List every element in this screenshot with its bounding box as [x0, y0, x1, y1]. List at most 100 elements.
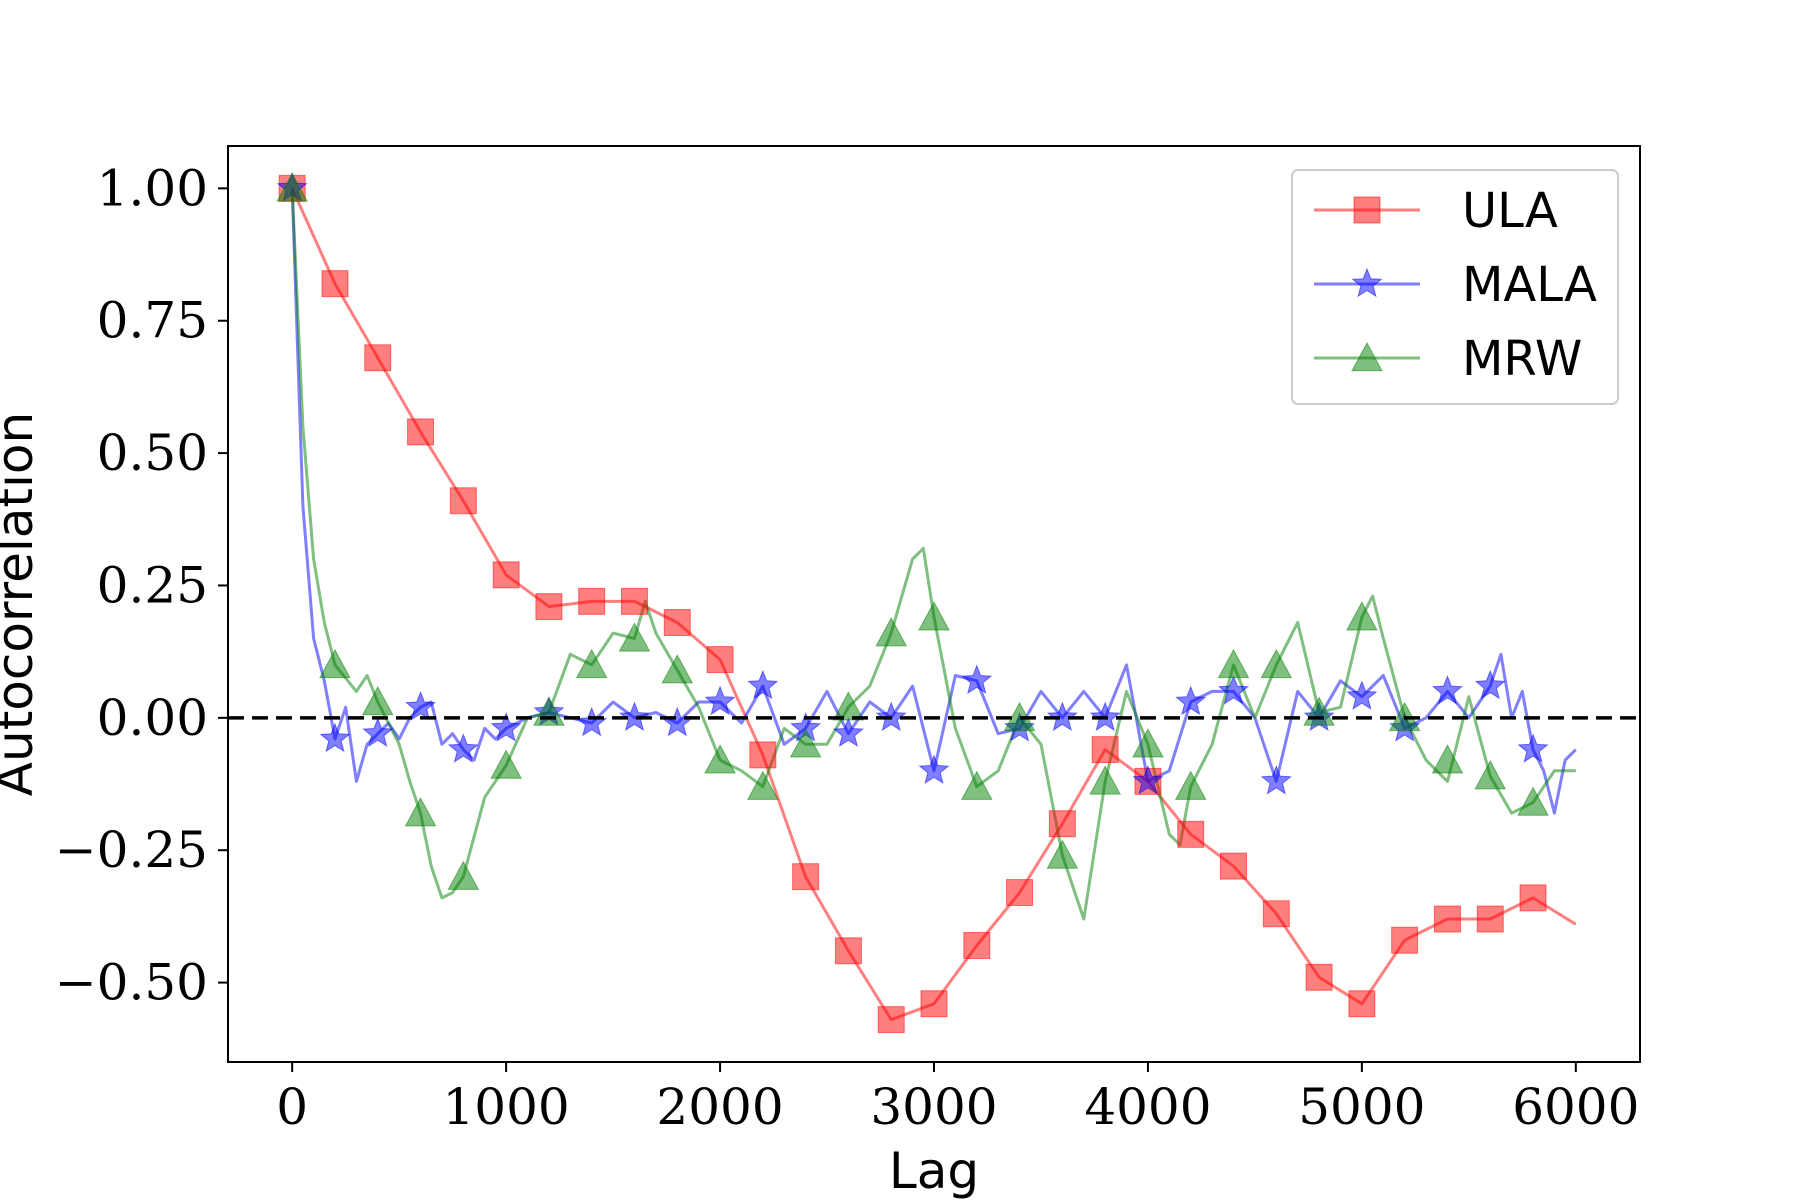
data-point-mala [1517, 733, 1549, 763]
data-point-mala [918, 754, 950, 785]
x-tick-label: 3000 [870, 1078, 997, 1136]
data-point-mala [1431, 674, 1464, 705]
data-point-mrw [1346, 601, 1378, 631]
data-point-ula [1305, 963, 1333, 991]
x-tick-label: 4000 [1084, 1078, 1211, 1136]
data-point-mala [1175, 685, 1207, 716]
data-point-mala [447, 733, 479, 763]
y-axis-title: Autocorrelation [0, 412, 44, 796]
data-point-ula [1177, 820, 1205, 848]
data-point-ula [792, 863, 820, 891]
data-point-ula [1476, 905, 1504, 933]
data-point-ula [706, 646, 734, 674]
data-point-ula [749, 741, 777, 769]
x-tick-label: 0 [276, 1078, 308, 1136]
data-point-ula [535, 593, 563, 621]
y-tick-label: 1.00 [97, 159, 208, 217]
data-point-mala [490, 712, 522, 742]
series-markers [276, 171, 1549, 1034]
data-point-mrw [575, 648, 608, 679]
data-point-mala [961, 664, 993, 695]
data-point-mala [704, 685, 736, 716]
data-point-ula [1006, 879, 1034, 907]
y-tick-label: −0.25 [55, 821, 208, 879]
data-point-ula [1391, 926, 1419, 954]
data-point-mrw [447, 860, 480, 890]
x-tick-label: 5000 [1298, 1078, 1425, 1136]
y-axis: 1.00 0.75 0.50 0.25 0.00 −0.25 −0.50 [55, 159, 228, 1012]
data-point-ula [321, 270, 349, 298]
y-tick-label: 0.50 [97, 424, 208, 482]
data-point-mala [832, 717, 864, 747]
data-point-ula [834, 937, 862, 965]
data-point-mrw [319, 648, 351, 679]
data-point-ula [963, 932, 991, 960]
y-tick-label: 0.75 [97, 292, 208, 350]
legend-label-ula: ULA [1462, 183, 1558, 239]
data-point-ula [1519, 884, 1547, 912]
data-point-mrw [276, 172, 309, 202]
data-point-mrw [789, 728, 822, 758]
data-point-mala [1346, 680, 1378, 710]
data-point-ula [620, 587, 648, 615]
data-point-mrw [832, 691, 865, 721]
data-point-ula [1048, 810, 1076, 838]
legend-label-mala: MALA [1462, 257, 1597, 313]
data-point-mala [404, 690, 437, 721]
legend-marker-mrw [1351, 341, 1383, 372]
data-point-ula [663, 609, 691, 637]
data-point-mrw [704, 744, 736, 774]
legend-marker-mala [1351, 267, 1383, 298]
data-point-mala [319, 722, 351, 753]
legend-label-mrw: MRW [1462, 331, 1582, 387]
data-point-mrw [490, 749, 522, 779]
data-point-ula [449, 487, 477, 515]
data-point-mrw [618, 622, 651, 652]
data-point-mrw [960, 770, 993, 800]
data-point-mrw [1089, 765, 1121, 795]
data-point-mala [618, 701, 651, 732]
y-tick-label: 0.00 [97, 689, 208, 747]
data-point-mrw [918, 601, 950, 631]
data-point-ula [877, 1006, 905, 1034]
data-point-ula [920, 990, 948, 1018]
data-point-mrw [1132, 728, 1164, 758]
data-point-ula [1091, 736, 1119, 764]
legend-marker-ula [1353, 196, 1381, 224]
data-point-ula [1348, 990, 1376, 1018]
data-point-mrw [1046, 839, 1079, 869]
data-point-mala [1046, 701, 1078, 732]
data-point-mrw [1474, 760, 1507, 790]
data-point-mrw [1217, 648, 1250, 679]
legend: ULA MALA MRW [1291, 169, 1619, 405]
data-point-ula [578, 587, 606, 615]
data-point-mrw [361, 685, 394, 716]
x-axis: 0 1000 2000 3000 4000 5000 6000 [276, 1062, 1639, 1136]
data-point-ula [1220, 852, 1248, 880]
data-point-mala [362, 717, 394, 747]
data-point-mala [1260, 765, 1292, 795]
x-tick-label: 6000 [1512, 1078, 1639, 1136]
x-tick-label: 1000 [442, 1078, 569, 1136]
data-point-mala [1474, 669, 1506, 700]
y-tick-label: −0.50 [55, 954, 208, 1012]
data-point-mrw [747, 770, 779, 800]
data-point-mrw [661, 654, 694, 684]
data-point-mrw [1174, 770, 1207, 800]
data-point-mala [747, 669, 779, 700]
data-point-ula [364, 344, 392, 372]
data-point-mrw [1260, 648, 1293, 679]
data-point-ula [492, 561, 520, 589]
data-point-ula [407, 418, 435, 446]
data-point-mala [1132, 765, 1164, 795]
x-axis-title: Lag [889, 1142, 979, 1200]
legend-box [1291, 169, 1619, 405]
data-point-mrw [404, 797, 437, 827]
x-tick-label: 2000 [656, 1078, 783, 1136]
y-tick-label: 0.25 [97, 556, 208, 614]
data-point-mrw [875, 617, 908, 647]
data-point-mrw [1517, 786, 1549, 816]
data-point-ula [1433, 905, 1461, 933]
data-point-ula [1262, 900, 1290, 928]
